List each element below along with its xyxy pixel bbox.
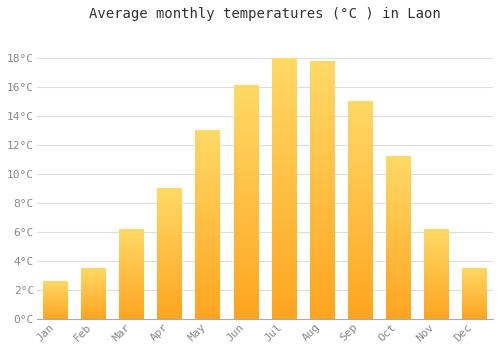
Bar [386, 156, 410, 319]
Bar [234, 85, 258, 319]
Bar [120, 229, 144, 319]
Bar [196, 131, 220, 319]
Bar [462, 268, 486, 319]
Bar [272, 58, 296, 319]
Bar [424, 229, 448, 319]
Bar [348, 102, 372, 319]
Bar [310, 61, 334, 319]
Bar [158, 188, 182, 319]
Title: Average monthly temperatures (°C ) in Laon: Average monthly temperatures (°C ) in La… [89, 7, 441, 21]
Bar [44, 281, 68, 319]
Bar [82, 268, 106, 319]
